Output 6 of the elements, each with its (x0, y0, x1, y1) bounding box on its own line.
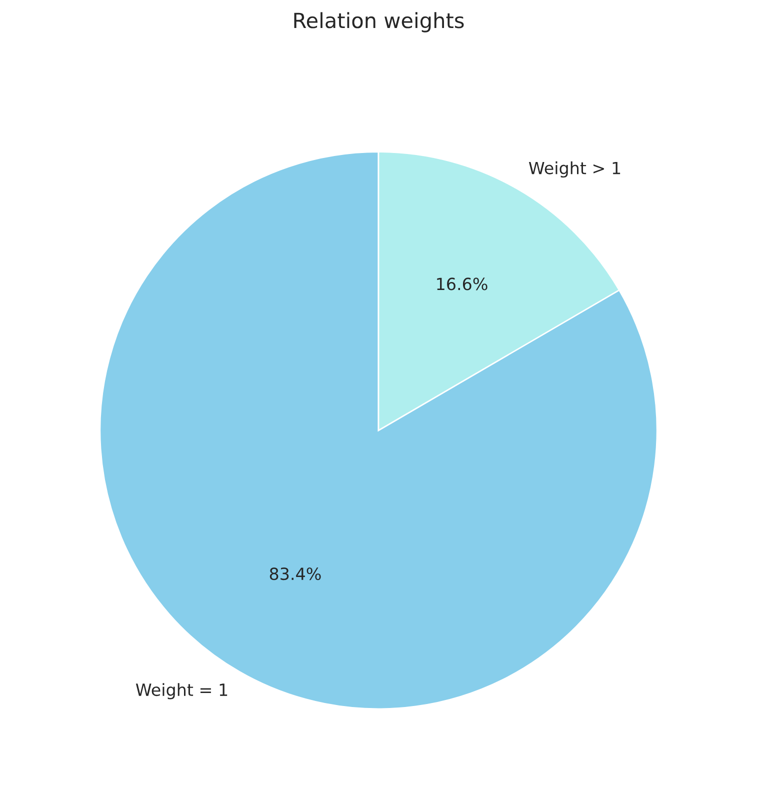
chart-title: Relation weights (294, 12, 464, 32)
data-label: 83.4% (270, 568, 321, 580)
slice-label: Weight = 1 (136, 683, 228, 700)
data-label: 16.6% (437, 278, 488, 290)
slice-label: Weight > 1 (528, 161, 620, 178)
pie-slice (99, 151, 658, 710)
